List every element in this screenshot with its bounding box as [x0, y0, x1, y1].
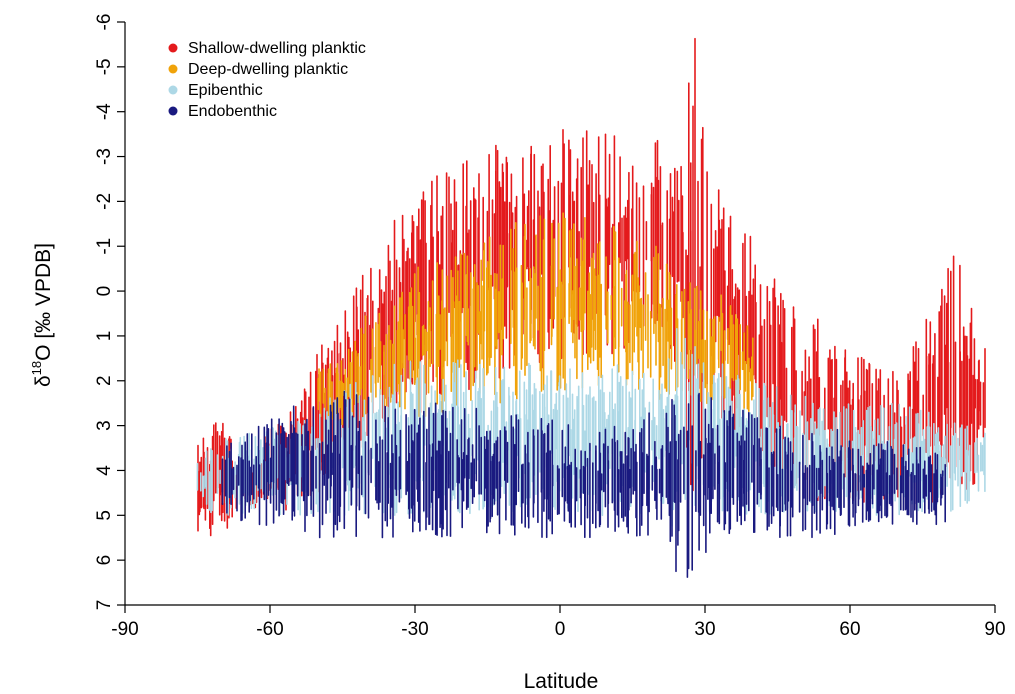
plot-area: [196, 37, 986, 578]
y-axis-title: δ18O [‰ VPDB]: [29, 243, 55, 387]
x-tick-label-5: 60: [839, 619, 860, 640]
y-tick-label-3: -3: [94, 148, 115, 165]
y-axis-title-rest: O [‰ VPDB]: [32, 243, 55, 361]
x-axis-title: Latitude: [524, 670, 599, 693]
y-tick-label-4: -2: [94, 193, 115, 210]
y-tick-label-10: 4: [94, 465, 115, 476]
x-axis: -90 -60 -30 0 30 60 90: [111, 604, 1006, 640]
legend-marker-3: [168, 85, 178, 95]
y-tick-label-8: 2: [94, 375, 115, 386]
y-tick-label-9: 3: [94, 420, 115, 431]
x-tick-label-4: 30: [694, 619, 715, 640]
x-tick-label-3: 0: [555, 619, 566, 640]
y-tick-label-5: -1: [94, 238, 115, 255]
y-tick-label-1: -5: [94, 58, 115, 75]
legend-marker-4: [168, 106, 178, 116]
series-4: [221, 390, 947, 578]
x-tick-label-1: -60: [256, 619, 283, 640]
x-tick-label-6: 90: [984, 619, 1005, 640]
y-tick-label-7: 1: [94, 331, 115, 342]
y-tick-label-12: 6: [94, 555, 115, 566]
y-tick-label-2: -4: [94, 103, 115, 120]
y-axis-title-delta: δ: [32, 375, 55, 387]
x-tick-label-2: -30: [401, 619, 428, 640]
legend-label-4: Endobenthic: [188, 103, 277, 120]
y-tick-label-11: 5: [94, 510, 115, 521]
legend-label-3: Epibenthic: [188, 82, 263, 99]
legend-label-2: Deep-dwelling planktic: [188, 61, 348, 78]
y-axis: -6 -5 -4 -3 -2 -1 0 1 2 3 4 5 6 7: [94, 14, 126, 611]
y-tick-label-13: 7: [94, 600, 115, 611]
y-tick-label-0: -6: [94, 14, 115, 31]
legend-label-1: Shallow-dwelling planktic: [188, 40, 366, 57]
y-axis-title-superscript: 18: [29, 361, 44, 375]
x-tick-label-0: -90: [111, 619, 138, 640]
legend-marker-1: [168, 43, 178, 53]
legend-marker-2: [168, 64, 178, 74]
y-tick-label-6: 0: [94, 286, 115, 297]
legend: Shallow-dwelling planktic Deep-dwelling p…: [168, 40, 366, 120]
